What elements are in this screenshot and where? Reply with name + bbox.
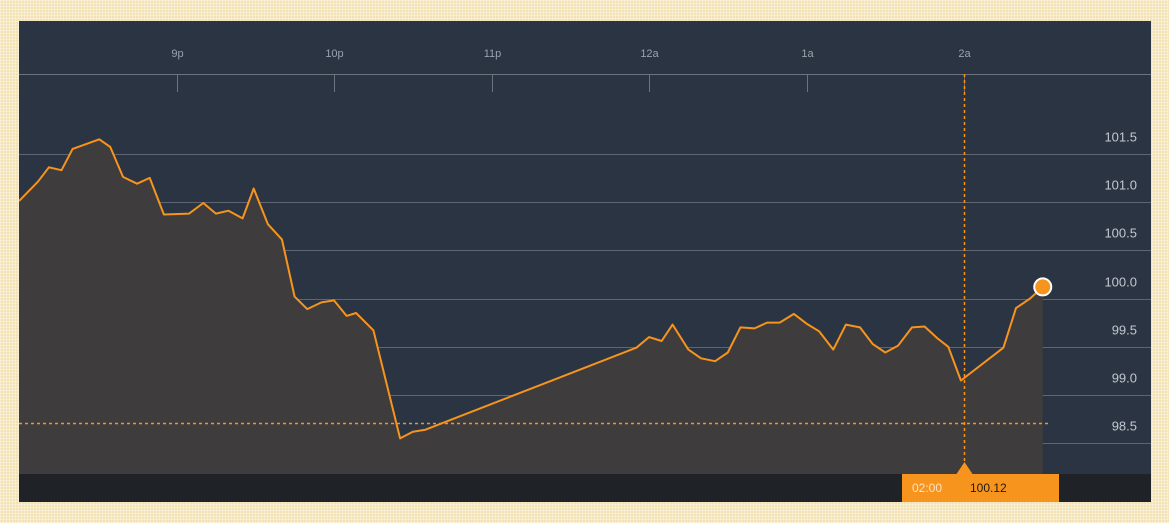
x-axis: 9p 10p 11p 12a 1a 2a <box>171 48 971 92</box>
price-line <box>19 138 1044 440</box>
y-tick-label: 101.5 <box>1104 130 1137 145</box>
x-tick-label: 10p <box>325 48 343 60</box>
y-tick-label: 101.0 <box>1104 178 1137 193</box>
y-tick-label: 100.5 <box>1104 226 1137 241</box>
chart-frame: 9p 10p 11p 12a 1a 2a 98.5 99.0 99.5 100.0 100.5 10… <box>19 21 1151 502</box>
y-axis: 98.5 99.0 99.5 100.0 100.5 101.0 101.5 <box>1104 130 1137 434</box>
readout-value: 100.12 <box>970 481 1007 495</box>
readout-background <box>902 474 1059 502</box>
readout-time: 02:00 <box>912 481 942 495</box>
price-chart[interactable]: 9p 10p 11p 12a 1a 2a 98.5 99.0 99.5 100.0 100.5 10… <box>19 21 1151 502</box>
x-tick-label: 11p <box>484 48 502 60</box>
x-tick-label: 2a <box>958 48 971 60</box>
y-tick-label: 98.5 <box>1112 419 1137 434</box>
area-fill <box>19 139 1043 475</box>
y-tick-label: 99.5 <box>1112 323 1137 338</box>
area-layer <box>19 138 1044 475</box>
y-tick-label: 99.0 <box>1112 371 1137 386</box>
highlight-point <box>1033 277 1053 297</box>
x-tick-label: 1a <box>801 48 814 60</box>
readout-pointer <box>956 462 973 474</box>
x-tick-label: 9p <box>171 48 183 60</box>
readout-box: 02:00 100.12 <box>902 474 1059 502</box>
x-tick-label: 12a <box>640 48 659 60</box>
y-tick-label: 100.0 <box>1104 275 1137 290</box>
